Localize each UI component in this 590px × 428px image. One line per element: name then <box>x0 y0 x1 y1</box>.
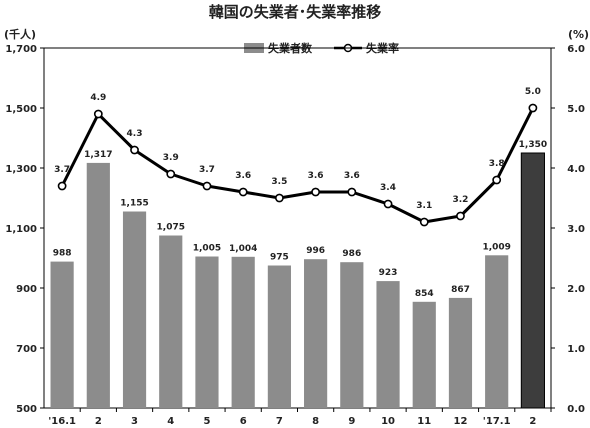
line-point <box>93 109 103 119</box>
bar-value-label: 1,075 <box>157 223 185 233</box>
y-right-tick-label: 1.0 <box>567 344 585 355</box>
x-tick-label: 2 <box>95 416 102 427</box>
x-tick-label: 10 <box>381 416 395 427</box>
line-value-label: 3.6 <box>235 171 251 181</box>
y-left-tick-label: 1,500 <box>5 104 37 115</box>
bar-value-label: 986 <box>342 249 361 259</box>
x-tick-labels: '16.1 2 3 4 5 6 7 8 9 10 11 12 '17.1 2 <box>48 416 536 427</box>
line-point <box>419 217 429 227</box>
bar <box>159 235 183 408</box>
line-point <box>57 181 67 191</box>
line-point <box>274 193 284 203</box>
bar-value-label: 1,009 <box>482 242 510 252</box>
y-right-tick-label: 5.0 <box>567 104 585 115</box>
plot-frame <box>43 47 552 409</box>
x-tick-label: 2 <box>529 416 536 427</box>
x-tick-label: 5 <box>203 416 210 427</box>
line-value-label: 3.4 <box>380 183 396 193</box>
bar-value-label: 1,350 <box>519 140 547 150</box>
line-value-label: 3.5 <box>271 177 287 187</box>
bar-value-label: 1,005 <box>193 244 221 254</box>
bar-value-label: 988 <box>53 249 72 259</box>
y-left-tick-label: 500 <box>16 404 37 415</box>
axes: 500 700 900 1,100 1,300 1,500 1,700 0.0 1.0 2.0 3.… <box>5 44 585 415</box>
bar-value-label: 996 <box>306 246 325 256</box>
bar-value-label: 867 <box>451 285 470 295</box>
line-value-label: 3.7 <box>199 165 215 175</box>
bar-value-label: 1,004 <box>229 244 257 254</box>
y-left-tick-label: 1,700 <box>5 44 37 55</box>
bar <box>448 297 473 408</box>
bar-value-labels: 988 1,317 1,155 1,075 1,005 1,004 975 996 986 923… <box>53 140 547 299</box>
x-tick-label: 6 <box>240 416 247 427</box>
y-right-tick-label: 0.0 <box>567 404 585 415</box>
y-left-tick-label: 900 <box>16 284 37 295</box>
bar <box>122 211 147 408</box>
y-right-tick-label: 6.0 <box>567 44 585 55</box>
bar <box>412 301 436 408</box>
bar <box>376 281 400 408</box>
line-point <box>202 181 212 191</box>
bar <box>231 256 255 408</box>
bar <box>195 256 219 408</box>
y-right-tick-label: 3.0 <box>567 224 585 235</box>
x-tick-label: 12 <box>454 416 468 427</box>
bar-value-label: 975 <box>270 253 289 263</box>
y-left-tick-label: 700 <box>16 344 37 355</box>
line-point <box>311 187 321 197</box>
line-value-label: 3.6 <box>308 171 324 181</box>
bar <box>304 259 328 408</box>
line-value-label: 3.7 <box>54 165 70 175</box>
bar-series <box>50 152 545 409</box>
line-point <box>238 187 248 197</box>
x-tick-label: '16.1 <box>48 416 76 427</box>
line-value-label: 3.9 <box>163 153 179 163</box>
line-point <box>166 169 176 179</box>
y-left-tick-label: 1,300 <box>5 164 37 175</box>
y-right-tick-label: 4.0 <box>567 164 585 175</box>
bar <box>340 262 364 408</box>
bar-value-label: 1,317 <box>84 150 112 160</box>
bar <box>520 152 545 409</box>
line-value-labels: 3.7 4.9 4.3 3.9 3.7 3.6 3.5 3.6 3.6 3.4 3.1 3.2 3.8 5… <box>54 87 541 211</box>
line-value-label: 3.6 <box>344 171 360 181</box>
line-point <box>528 103 538 113</box>
line-value-label: 3.2 <box>452 195 468 205</box>
bar <box>50 261 74 408</box>
line-series <box>57 103 538 227</box>
line-value-label: 4.9 <box>90 93 106 103</box>
bar <box>267 265 291 408</box>
bar-value-label: 854 <box>415 289 434 299</box>
x-tick-label: 7 <box>276 416 283 427</box>
x-tick-label: 11 <box>417 416 431 427</box>
x-tick-label: '17.1 <box>483 416 511 427</box>
line-value-label: 3.1 <box>416 201 432 211</box>
bar <box>86 162 110 408</box>
x-tick-label: 3 <box>131 416 138 427</box>
x-tick-label: 4 <box>167 416 174 427</box>
y-right-tick-label: 2.0 <box>567 284 585 295</box>
x-tick-label: 9 <box>348 416 355 427</box>
chart-title: 韓国の失業者･失業率推移 <box>209 3 382 21</box>
line-point <box>347 187 357 197</box>
bar <box>485 255 509 408</box>
bar-value-label: 1,155 <box>120 199 148 209</box>
line-point <box>383 199 393 209</box>
y-right-unit: (%) <box>568 28 589 41</box>
line-point <box>492 175 502 185</box>
y-left-unit: (千人) <box>4 27 36 41</box>
line-value-label: 4.3 <box>127 129 143 139</box>
line-value-label: 3.8 <box>489 159 505 169</box>
bar-value-label: 923 <box>379 268 398 278</box>
x-tick-label: 8 <box>312 416 319 427</box>
line-point <box>456 211 465 221</box>
line-point <box>130 145 139 155</box>
line-value-label: 5.0 <box>525 87 541 97</box>
y-left-tick-label: 1,100 <box>5 224 37 235</box>
line-path <box>60 107 535 224</box>
